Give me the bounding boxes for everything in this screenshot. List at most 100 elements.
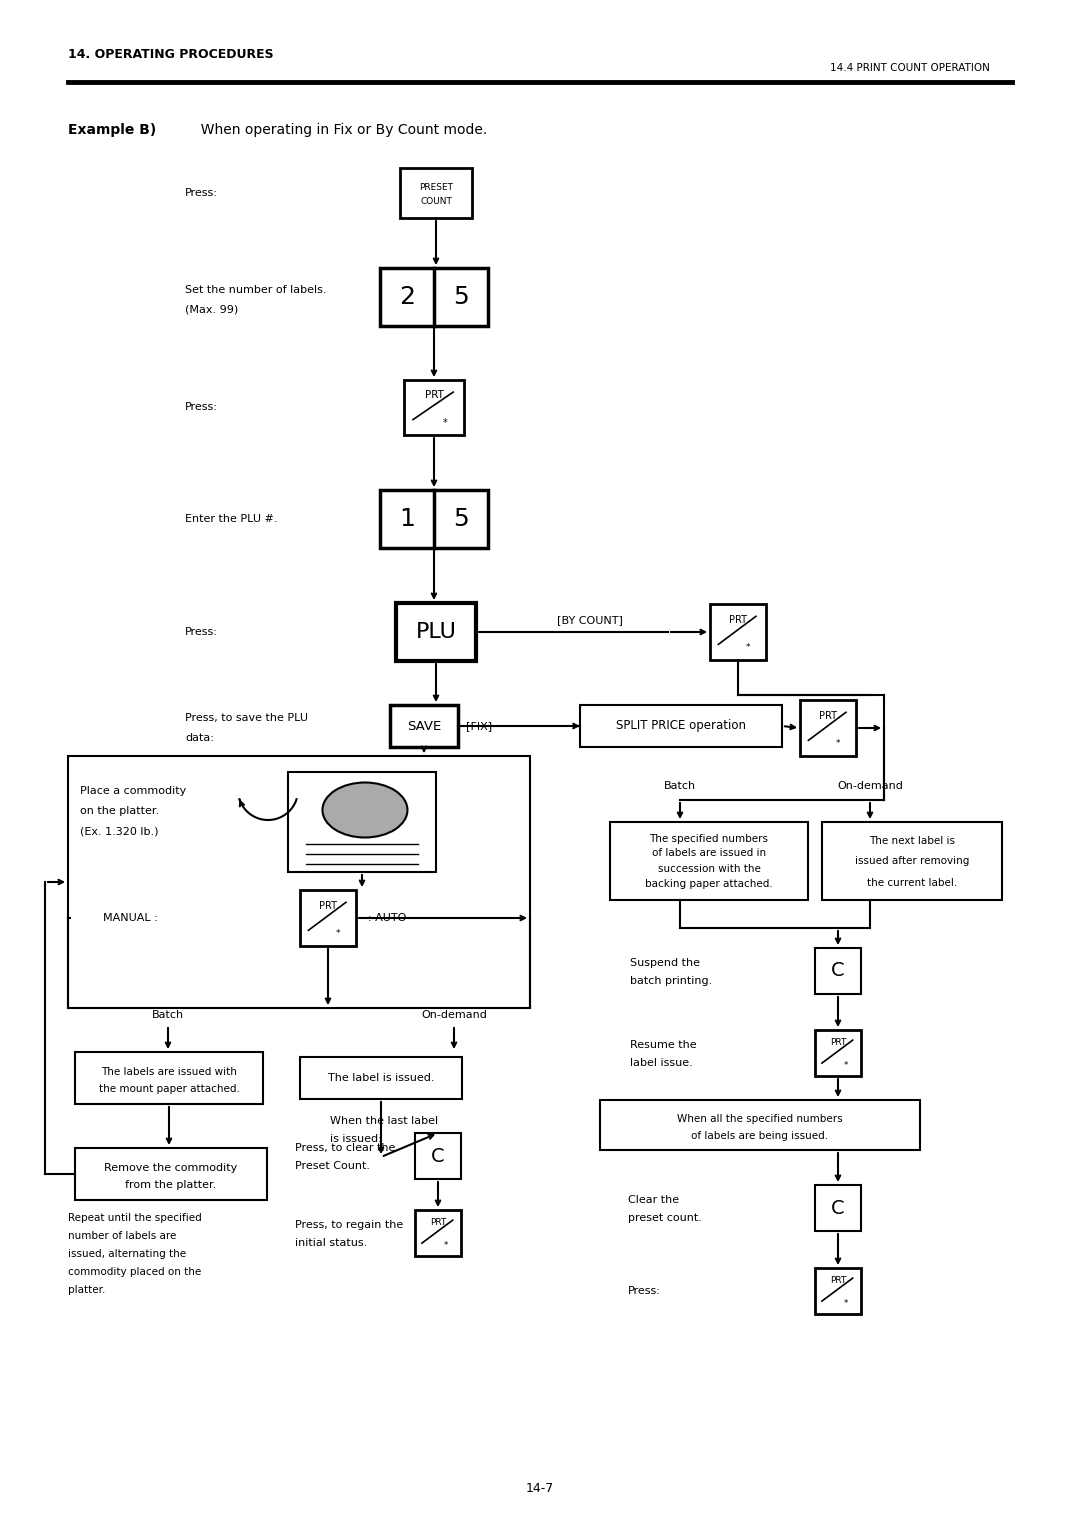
Text: commodity placed on the: commodity placed on the [68, 1267, 201, 1276]
Text: batch printing.: batch printing. [630, 976, 712, 987]
Text: PRT: PRT [729, 615, 747, 625]
Text: : AUTO: : AUTO [368, 913, 406, 923]
Bar [815, 1185, 861, 1231]
Text: Clear the: Clear the [627, 1196, 679, 1205]
Bar [75, 1052, 264, 1104]
Text: [BY COUNT]: [BY COUNT] [557, 615, 623, 625]
Text: backing paper attached.: backing paper attached. [645, 880, 773, 889]
Text: *: * [443, 418, 447, 429]
Bar [580, 705, 782, 747]
Text: 14. OPERATING PROCEDURES: 14. OPERATING PROCEDURES [68, 49, 273, 61]
Text: *: * [845, 1299, 849, 1308]
Text: Example B): Example B) [68, 124, 157, 137]
Bar [415, 1209, 461, 1257]
Text: PRT: PRT [424, 390, 444, 401]
Text: Remove the commodity: Remove the commodity [105, 1162, 238, 1173]
Bar [300, 891, 356, 946]
Text: number of labels are: number of labels are [68, 1231, 176, 1241]
Ellipse shape [323, 782, 407, 837]
Bar [815, 1029, 861, 1077]
Bar [390, 705, 458, 747]
Text: Batch: Batch [152, 1010, 184, 1020]
Bar [600, 1100, 920, 1150]
Bar [610, 822, 808, 900]
Text: 5: 5 [454, 285, 469, 310]
Text: Set the number of labels.: Set the number of labels. [185, 285, 326, 294]
Text: MANUAL :: MANUAL : [104, 913, 158, 923]
Bar [710, 604, 766, 660]
Text: *: * [746, 644, 751, 653]
Text: The labels are issued with: The labels are issued with [102, 1068, 237, 1077]
Bar [404, 380, 464, 435]
Bar [400, 168, 472, 218]
Text: *: * [444, 1241, 448, 1250]
Text: the mount paper attached.: the mount paper attached. [98, 1084, 240, 1095]
Text: from the platter.: from the platter. [125, 1180, 217, 1191]
Bar [800, 700, 856, 756]
Text: On-demand: On-demand [837, 781, 903, 791]
Text: [FIX]: [FIX] [465, 721, 492, 730]
Bar [68, 756, 530, 1008]
Text: is issued:: is issued: [330, 1135, 381, 1144]
Text: Press:: Press: [185, 627, 218, 637]
Text: The specified numbers: The specified numbers [649, 834, 769, 845]
Text: PRT: PRT [829, 1039, 847, 1048]
Bar [396, 602, 476, 660]
Text: C: C [431, 1147, 445, 1165]
Text: label issue.: label issue. [630, 1058, 692, 1068]
Text: of labels are issued in: of labels are issued in [652, 848, 766, 859]
Text: preset count.: preset count. [627, 1212, 702, 1223]
Text: PLU: PLU [416, 622, 457, 642]
Text: Press:: Press: [185, 188, 218, 198]
Text: When all the specified numbers: When all the specified numbers [677, 1113, 842, 1124]
Bar [300, 1057, 462, 1100]
Text: data:: data: [185, 734, 214, 743]
Text: Resume the: Resume the [630, 1040, 697, 1051]
Bar [415, 1133, 461, 1179]
Bar [815, 949, 861, 994]
Text: SAVE: SAVE [407, 720, 441, 732]
Text: issued, alternating the: issued, alternating the [68, 1249, 186, 1260]
Text: SPLIT PRICE operation: SPLIT PRICE operation [616, 720, 746, 732]
Text: The next label is: The next label is [869, 837, 955, 846]
Text: Press, to clear the: Press, to clear the [295, 1144, 395, 1153]
Bar [380, 268, 488, 326]
Text: Press, to save the PLU: Press, to save the PLU [185, 714, 308, 723]
Text: PRESET: PRESET [419, 183, 453, 192]
Text: (Ex. 1.320 lb.): (Ex. 1.320 lb.) [80, 827, 159, 836]
Text: Place a commodity: Place a commodity [80, 785, 186, 796]
Text: PRT: PRT [319, 901, 337, 910]
Text: C: C [832, 1199, 845, 1217]
Text: COUNT: COUNT [420, 198, 451, 206]
Text: 14-7: 14-7 [526, 1481, 554, 1494]
Text: 14.4 PRINT COUNT OPERATION: 14.4 PRINT COUNT OPERATION [831, 63, 990, 73]
Text: Preset Count.: Preset Count. [295, 1161, 370, 1171]
Text: Enter the PLU #.: Enter the PLU #. [185, 514, 278, 525]
Text: Suspend the: Suspend the [630, 958, 700, 968]
Text: (Max. 99): (Max. 99) [185, 305, 239, 314]
Text: The label is issued.: The label is issued. [327, 1074, 434, 1083]
Text: platter.: platter. [68, 1286, 106, 1295]
Text: PRT: PRT [819, 711, 837, 721]
Bar [75, 1148, 267, 1200]
Text: on the platter.: on the platter. [80, 807, 159, 816]
Bar [815, 1267, 861, 1315]
Text: *: * [845, 1061, 849, 1071]
Text: the current label.: the current label. [867, 878, 957, 888]
Text: On-demand: On-demand [421, 1010, 487, 1020]
Text: succession with the: succession with the [658, 863, 760, 874]
Text: C: C [832, 961, 845, 981]
Bar [822, 822, 1002, 900]
Text: When the last label: When the last label [330, 1116, 438, 1125]
Text: 2: 2 [399, 285, 415, 310]
Text: Batch: Batch [664, 781, 697, 791]
Text: 5: 5 [454, 506, 469, 531]
Bar [380, 490, 488, 547]
Text: 1: 1 [400, 506, 415, 531]
Text: of labels are being issued.: of labels are being issued. [691, 1132, 828, 1141]
Text: Press, to regain the: Press, to regain the [295, 1220, 403, 1231]
Text: PRT: PRT [430, 1218, 446, 1228]
Text: initial status.: initial status. [295, 1238, 367, 1247]
Text: *: * [836, 740, 840, 749]
Text: Press:: Press: [627, 1286, 661, 1296]
